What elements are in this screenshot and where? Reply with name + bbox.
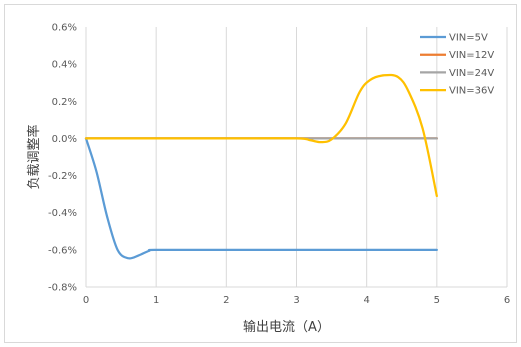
legend-label-vin-24v: VIN=24V <box>449 68 494 79</box>
y-tick-label: 0.6% <box>52 23 77 34</box>
legend-label-vin-5v: VIN=5V <box>449 33 488 44</box>
x-tick-label: 2 <box>223 295 229 306</box>
y-tick-label: -0.6% <box>48 245 77 256</box>
y-tick-label: -0.8% <box>48 283 77 294</box>
x-tick-label: 0 <box>83 295 89 306</box>
series-line-vin-5v <box>84 137 438 260</box>
x-tick-label: 6 <box>504 295 510 306</box>
legend-label-vin-36v: VIN=36V <box>449 86 494 97</box>
y-tick-label: -0.4% <box>48 208 77 219</box>
x-axis-title: 输出电流（A） <box>243 319 330 335</box>
y-tick-label: 0.2% <box>52 97 77 108</box>
y-tick-label: 0.0% <box>52 134 77 145</box>
x-tick-label: 1 <box>153 295 159 306</box>
y-tick-label: -0.2% <box>48 171 77 182</box>
series-line-vin-36v <box>84 73 438 198</box>
x-tick-label: 4 <box>363 295 369 306</box>
y-tick-label: 0.4% <box>52 60 77 71</box>
y-axis-title: 负载调整率 <box>26 124 42 189</box>
legend-label-vin-12v: VIN=12V <box>449 50 494 61</box>
x-tick-label: 5 <box>434 295 440 306</box>
x-tick-label: 3 <box>293 295 299 306</box>
